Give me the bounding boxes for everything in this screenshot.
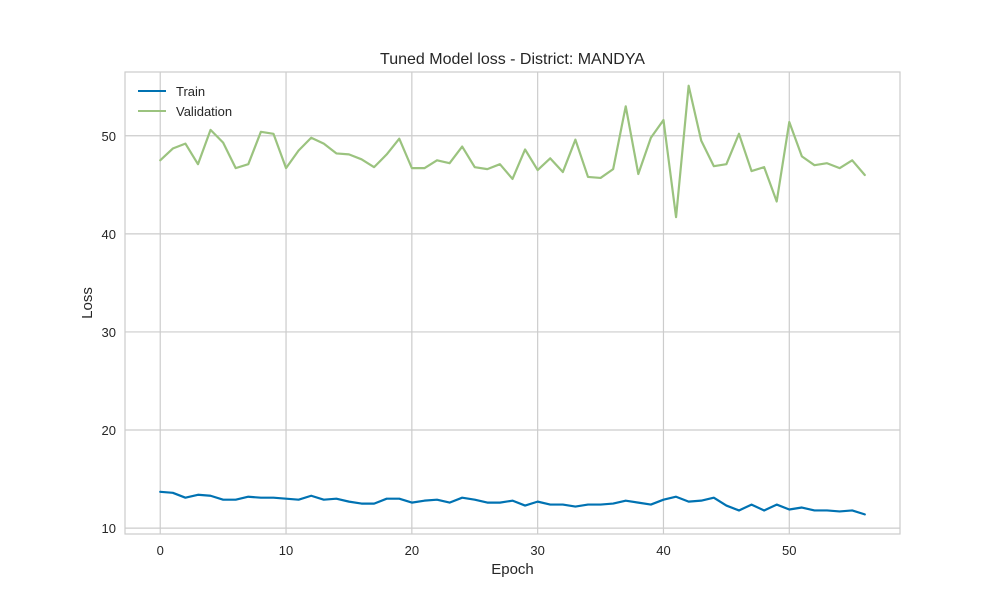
x-axis-label: Epoch <box>491 561 534 578</box>
legend-train-label: Train <box>176 84 205 99</box>
legend-validation-label: Validation <box>176 104 232 119</box>
y-axis-label: Loss <box>79 287 96 319</box>
series-line-validation <box>159 84 866 219</box>
x-tick-label: 40 <box>656 543 670 558</box>
y-tick-label: 30 <box>102 325 116 340</box>
y-tick-label: 20 <box>102 423 116 438</box>
y-tick-label: 50 <box>102 129 116 144</box>
chart-title: Tuned Model loss - District: MANDYA <box>380 51 645 68</box>
series-lines <box>159 84 866 516</box>
tick-labels: 0 10 20 30 40 50 10 20 30 40 50 <box>102 129 797 558</box>
x-tick-label: 50 <box>782 543 796 558</box>
legend: Train Validation <box>138 84 232 119</box>
series-line-train <box>159 490 866 516</box>
x-tick-label: 20 <box>405 543 419 558</box>
y-tick-label: 10 <box>102 521 116 536</box>
x-tick-label: 10 <box>279 543 293 558</box>
plot-area-frame <box>124 71 901 535</box>
x-tick-label: 0 <box>157 543 164 558</box>
x-tick-label: 30 <box>530 543 544 558</box>
grid <box>125 72 900 534</box>
y-tick-label: 40 <box>102 227 116 242</box>
